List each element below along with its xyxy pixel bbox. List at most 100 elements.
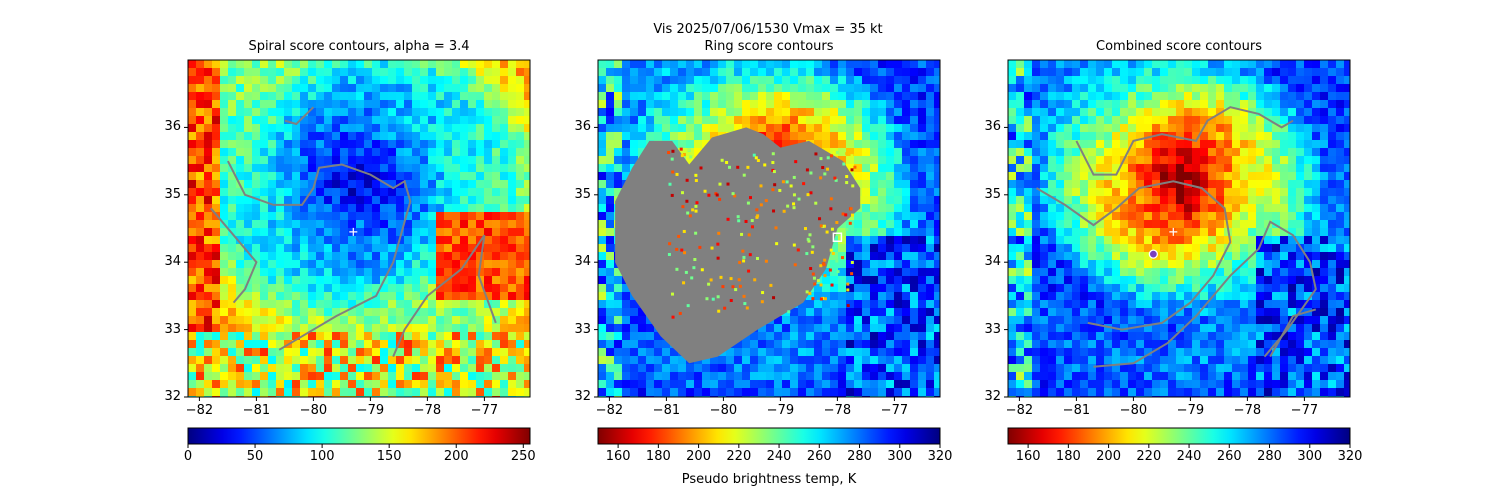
raster-cell (1304, 76, 1313, 85)
raster-cell (934, 172, 940, 181)
raster-cell (1072, 156, 1081, 165)
mask-speckle (670, 193, 674, 197)
raster-cell (910, 188, 919, 197)
raster-cell (614, 76, 623, 85)
raster-cell (846, 164, 855, 173)
raster-cell (372, 116, 381, 125)
raster-cell (332, 180, 341, 189)
raster-cell (1216, 164, 1225, 173)
raster-cell (1056, 100, 1065, 109)
raster-cell (1128, 148, 1137, 157)
raster-cell (1176, 116, 1185, 125)
raster-cell (356, 180, 365, 189)
raster-cell (598, 340, 607, 349)
raster-cell (678, 76, 687, 85)
raster-cell (1304, 148, 1313, 157)
raster-cell (420, 180, 429, 189)
raster-cell (196, 388, 205, 397)
raster-cell (420, 188, 429, 197)
raster-cell (1328, 196, 1337, 205)
raster-cell (364, 244, 373, 253)
raster-cell (694, 68, 703, 77)
raster-cell (646, 100, 655, 109)
mask-speckle (731, 192, 735, 196)
raster-cell (630, 332, 639, 341)
raster-cell (870, 340, 879, 349)
mask-speckle (760, 300, 764, 304)
raster-cell (1008, 68, 1017, 77)
raster-cell (1008, 132, 1017, 141)
raster-cell (1312, 220, 1321, 229)
raster-cell (1016, 148, 1025, 157)
raster-cell (646, 84, 655, 93)
raster-cell (364, 364, 373, 373)
raster-cell (524, 68, 530, 77)
raster-cell (694, 116, 703, 125)
raster-cell (372, 132, 381, 141)
raster-cell (870, 188, 879, 197)
raster-cell (1056, 124, 1065, 133)
raster-cell (260, 204, 269, 213)
raster-cell (1200, 60, 1209, 69)
raster-cell (878, 380, 887, 389)
raster-cell (196, 260, 205, 269)
raster-cell (420, 316, 429, 325)
raster-cell (516, 244, 525, 253)
raster-cell (380, 252, 389, 261)
raster-cell (1248, 204, 1257, 213)
raster-cell (1280, 100, 1289, 109)
raster-cell (638, 388, 647, 397)
raster-cell (340, 340, 349, 349)
raster-cell (308, 188, 317, 197)
raster-cell (244, 252, 253, 261)
mask-speckle (819, 297, 823, 301)
raster-cell (750, 364, 759, 373)
raster-cell (340, 356, 349, 365)
raster-cell (838, 284, 847, 293)
raster-cell (1120, 204, 1129, 213)
raster-cell (508, 148, 517, 157)
raster-cell (902, 300, 911, 309)
raster-cell (1024, 156, 1033, 165)
raster-cell (1032, 164, 1041, 173)
raster-cell (1072, 196, 1081, 205)
raster-cell (524, 364, 530, 373)
raster-cell (854, 164, 863, 173)
raster-cell (1208, 188, 1217, 197)
raster-cell (244, 332, 253, 341)
raster-cell (396, 76, 405, 85)
mask-speckle (819, 264, 823, 268)
mask-speckle (716, 256, 720, 260)
raster-cell (1064, 140, 1073, 149)
raster-cell (886, 388, 895, 397)
raster-cell (268, 324, 277, 333)
raster-cell (1208, 164, 1217, 173)
raster-cell (356, 212, 365, 221)
raster-cell (316, 204, 325, 213)
raster-cell (1032, 220, 1041, 229)
colorbar-0 (187, 427, 531, 445)
raster-cell (662, 372, 671, 381)
raster-cell (332, 108, 341, 117)
raster-cell (284, 300, 293, 309)
raster-cell (460, 324, 469, 333)
raster-cell (1224, 156, 1233, 165)
raster-cell (1112, 180, 1121, 189)
raster-cell (758, 324, 767, 333)
panel-1 (594, 59, 941, 448)
raster-cell (606, 308, 615, 317)
raster-cell (220, 180, 229, 189)
raster-cell (1192, 180, 1201, 189)
raster-cell (678, 148, 687, 157)
mask-speckle (703, 189, 707, 193)
raster-cell (606, 116, 615, 125)
raster-cell (1056, 92, 1065, 101)
raster-cell (1344, 100, 1350, 109)
raster-cell (236, 308, 245, 317)
raster-cell (428, 108, 437, 117)
raster-cell (468, 84, 477, 93)
raster-cell (814, 84, 823, 93)
mask-speckle (794, 160, 798, 164)
raster-cell (1152, 188, 1161, 197)
raster-cell (516, 332, 525, 341)
